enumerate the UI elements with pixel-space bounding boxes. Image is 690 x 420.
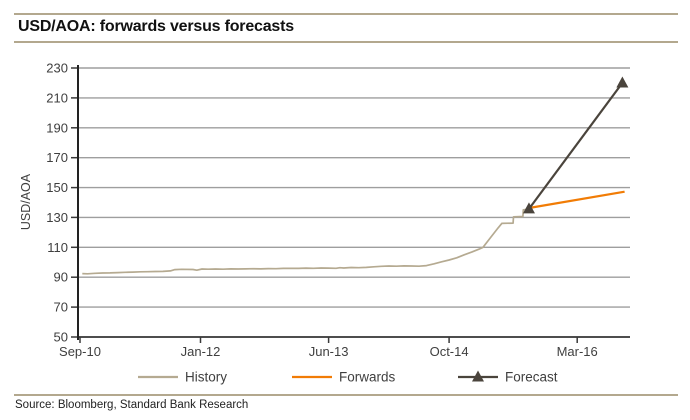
x-tick-label: Jun-13 bbox=[309, 344, 349, 359]
y-tick-label: 170 bbox=[46, 150, 68, 165]
title-rule-top bbox=[14, 13, 678, 15]
forecast-marker bbox=[522, 202, 535, 214]
y-axis-title: USD/AOA bbox=[19, 173, 33, 230]
legend-forecast-marker bbox=[472, 370, 484, 382]
x-tick-label: Sep-10 bbox=[59, 344, 101, 359]
legend-forwards-label: Forwards bbox=[339, 370, 396, 385]
legend-history-label: History bbox=[185, 370, 227, 385]
y-tick-label: 70 bbox=[54, 300, 68, 315]
y-tick-label: 130 bbox=[46, 210, 68, 225]
y-tick-label: 110 bbox=[47, 240, 68, 255]
page-title: USD/AOA: forwards versus forecasts bbox=[18, 18, 294, 35]
y-tick-label: 190 bbox=[46, 120, 68, 135]
y-tick-label: 230 bbox=[46, 61, 68, 76]
history-line bbox=[82, 208, 530, 275]
forecast-marker bbox=[616, 76, 629, 88]
title-rule-bottom bbox=[14, 41, 678, 43]
x-tick-label: Oct-14 bbox=[430, 344, 469, 359]
y-tick-label: 50 bbox=[54, 330, 68, 345]
source-note: Source: Bloomberg, Standard Bank Researc… bbox=[15, 399, 249, 411]
source-rule bbox=[14, 394, 678, 396]
legend-forecast-label: Forecast bbox=[505, 370, 558, 385]
x-tick-label: Mar-16 bbox=[557, 344, 598, 359]
forecast-line bbox=[528, 82, 624, 210]
y-tick-label: 90 bbox=[54, 270, 68, 285]
x-tick-label: Jan-12 bbox=[181, 344, 221, 359]
y-tick-label: 150 bbox=[46, 180, 68, 195]
y-tick-label: 210 bbox=[46, 90, 68, 105]
forwards-line bbox=[528, 190, 625, 210]
